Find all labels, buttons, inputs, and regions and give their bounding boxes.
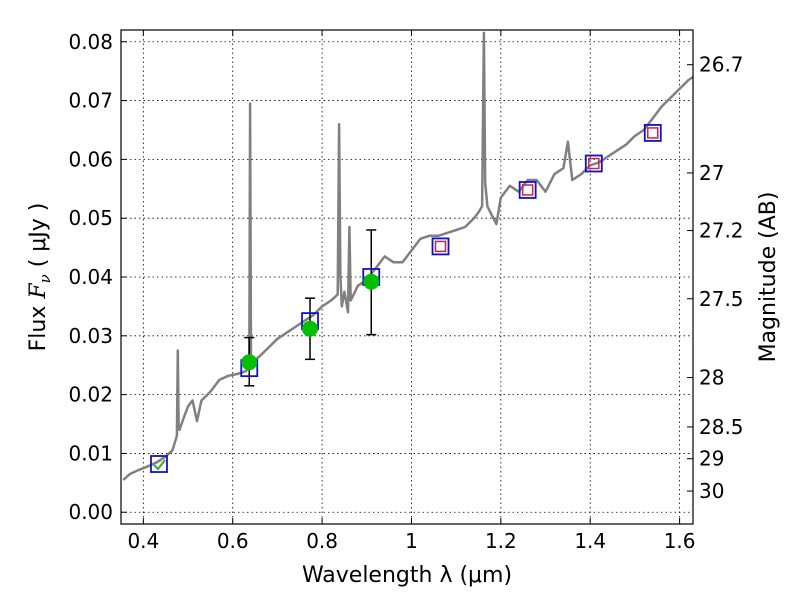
photometry-markers: [150, 124, 662, 473]
mag-tick-label: 27.2: [699, 219, 744, 243]
mag-tick-label: 29: [699, 447, 724, 471]
model-blue-square: [431, 237, 450, 256]
y2-axis-label: Magnitude (AB): [756, 192, 781, 363]
mag-tick-label: 27.5: [699, 287, 744, 311]
y-axis-label-unit: ( μJy ): [26, 203, 51, 275]
model-red-square: [647, 127, 659, 139]
axis-ticks: 0.4 0.6 0.8 1 1.2 1.4 1.6 0.00 0.01 0.02 0.03 0.04 0…: [68, 30, 743, 553]
y-axis-label-prefix: Flux: [26, 299, 51, 352]
mag-tick-label: 28.5: [699, 415, 744, 439]
model-red-square: [521, 184, 534, 196]
model-blue-square: [584, 154, 603, 173]
model-check-marker: [153, 459, 166, 471]
mag-tick-label: 30: [699, 479, 724, 503]
model-red-square: [434, 240, 447, 253]
observed-point: [241, 354, 258, 371]
grid-lines: [121, 30, 693, 524]
x-tick-label: 1.4: [574, 529, 606, 553]
y-tick-label: 0.06: [68, 147, 113, 171]
y-axis-label-symbol: F: [26, 283, 51, 300]
x-tick-label: 0.8: [306, 529, 338, 553]
x-tick-label: 0.6: [217, 529, 249, 553]
y-axis-label-subscript: ν: [36, 274, 54, 283]
mag-tick-label: 28: [699, 366, 724, 390]
x-axis-label: Wavelength λ (μm): [302, 563, 512, 588]
y-tick-label: 0.02: [68, 383, 113, 407]
model-blue-square: [150, 455, 168, 473]
model-red-square: [588, 157, 600, 170]
model-blue-square: [518, 181, 537, 199]
y-tick-label: 0.04: [68, 265, 113, 289]
y-tick-label: 0.00: [68, 500, 113, 524]
y-tick-label: 0.03: [68, 324, 113, 348]
model-blue-square: [643, 124, 662, 142]
y-tick-label: 0.05: [68, 206, 113, 230]
observed-point: [302, 320, 319, 337]
x-tick-label: 1.2: [485, 529, 517, 553]
y-tick-label: 0.07: [68, 89, 113, 113]
y-tick-label: 0.01: [68, 441, 113, 465]
y-tick-label: 0.08: [68, 30, 113, 54]
y-axis-label: Flux Fν ( μJy ): [26, 203, 54, 352]
x-tick-label: 0.4: [127, 529, 159, 553]
x-tick-label: 1.6: [664, 529, 696, 553]
observed-point: [363, 273, 380, 290]
mag-tick-label: 27: [699, 161, 724, 185]
mag-tick-label: 26.7: [699, 53, 744, 77]
x-tick-label: 1: [405, 529, 418, 553]
